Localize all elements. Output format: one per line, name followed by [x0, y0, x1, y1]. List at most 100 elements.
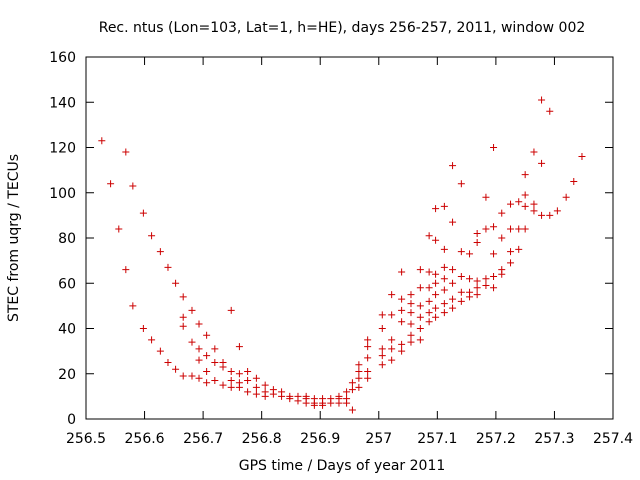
- data-point: [378, 345, 386, 353]
- data-point: [432, 205, 440, 213]
- data-point: [122, 266, 130, 274]
- data-point: [139, 325, 147, 332]
- data-point: [407, 320, 415, 328]
- data-point: [348, 379, 356, 387]
- data-point: [473, 284, 481, 292]
- data-point: [227, 306, 235, 314]
- x-tick-label: 257.1: [417, 431, 457, 447]
- data-point: [482, 275, 490, 283]
- data-point: [203, 367, 211, 375]
- data-point: [319, 401, 327, 409]
- data-point: [507, 248, 515, 256]
- data-point: [440, 275, 448, 283]
- data-point: [252, 374, 260, 382]
- data-point: [172, 279, 180, 287]
- data-point: [269, 390, 277, 398]
- data-point: [449, 218, 457, 226]
- data-point: [294, 397, 302, 405]
- data-point: [578, 153, 586, 161]
- y-tick-label: 120: [49, 141, 76, 157]
- data-point: [261, 392, 269, 400]
- data-point: [388, 311, 396, 319]
- data-point: [457, 297, 465, 305]
- data-point: [388, 336, 396, 344]
- data-point: [490, 272, 498, 280]
- data-point: [530, 207, 538, 215]
- data-point: [440, 263, 448, 271]
- data-point: [416, 302, 424, 310]
- data-point: [521, 202, 529, 210]
- data-point: [398, 295, 406, 303]
- data-point: [490, 250, 498, 258]
- data-point: [195, 374, 203, 382]
- data-point: [507, 225, 515, 233]
- data-point: [466, 250, 474, 258]
- data-point: [562, 193, 570, 201]
- data-point: [466, 275, 474, 283]
- plot-frame: [85, 56, 614, 420]
- data-point: [416, 313, 424, 321]
- data-point: [129, 182, 137, 190]
- data-point: [188, 338, 196, 346]
- data-point: [432, 279, 440, 287]
- x-tick-label: 256.8: [242, 431, 282, 447]
- data-point: [432, 304, 440, 312]
- data-point: [98, 137, 106, 145]
- data-point: [179, 293, 187, 301]
- data-point: [227, 377, 235, 385]
- data-point: [457, 248, 465, 256]
- data-point: [364, 343, 372, 351]
- data-point: [449, 295, 457, 303]
- data-point: [515, 225, 523, 233]
- data-point: [388, 291, 396, 299]
- data-point: [546, 107, 554, 115]
- data-point: [416, 284, 424, 292]
- data-point: [457, 288, 465, 296]
- x-tick-label: 256.9: [300, 431, 340, 447]
- y-tick-label: 100: [49, 186, 76, 202]
- data-point: [425, 297, 433, 305]
- data-point: [498, 209, 506, 217]
- data-point: [195, 356, 203, 364]
- y-tick-label: 160: [49, 50, 76, 66]
- data-point: [449, 279, 457, 287]
- data-point: [449, 266, 457, 274]
- data-point: [148, 336, 156, 344]
- x-tick-label: 257.3: [534, 431, 574, 447]
- data-point: [179, 322, 187, 330]
- data-point: [425, 268, 433, 276]
- data-point: [473, 277, 481, 285]
- data-point: [538, 159, 546, 167]
- data-point: [227, 367, 235, 375]
- data-point: [416, 266, 424, 274]
- data-point: [219, 381, 227, 389]
- x-tick-label: 256.5: [66, 431, 106, 447]
- data-point: [515, 245, 523, 253]
- data-point: [388, 345, 396, 353]
- data-point: [425, 284, 433, 292]
- data-point: [343, 399, 351, 407]
- data-point: [164, 263, 172, 271]
- x-axis-label: GPS time / Days of year 2011: [239, 458, 446, 474]
- data-point: [139, 209, 147, 217]
- data-point: [188, 372, 196, 380]
- data-point: [398, 268, 406, 276]
- data-point: [521, 171, 529, 179]
- data-point: [378, 325, 386, 332]
- data-point: [355, 361, 363, 369]
- data-point: [156, 347, 164, 355]
- data-point: [398, 340, 406, 348]
- data-point: [195, 320, 203, 328]
- x-axis-ticks: 256.5 256.6 256.7 256.8 256.9 257 257.1 257.2 25…: [66, 57, 633, 447]
- data-point: [398, 306, 406, 314]
- y-tick-label: 60: [58, 276, 76, 292]
- data-point: [482, 193, 490, 201]
- data-point: [449, 304, 457, 312]
- data-point: [449, 162, 457, 170]
- data-point: [107, 180, 115, 188]
- data-point: [188, 306, 196, 314]
- data-point: [148, 232, 156, 240]
- data-point: [432, 270, 440, 278]
- y-tick-label: 140: [49, 95, 76, 111]
- data-point: [570, 177, 578, 185]
